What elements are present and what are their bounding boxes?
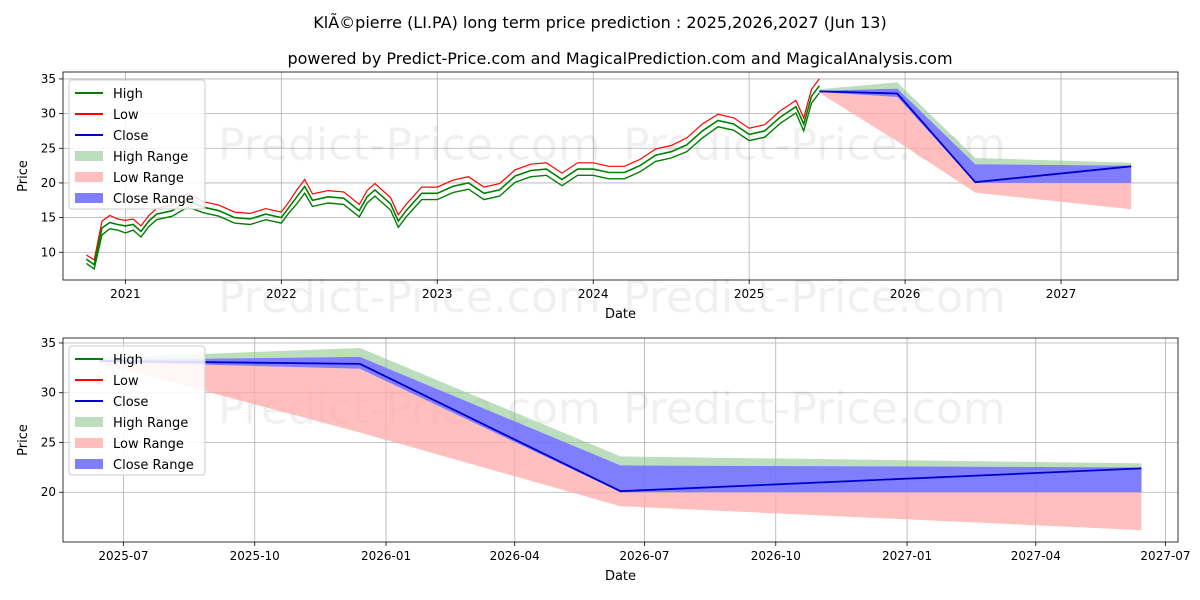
legend-swatch xyxy=(75,193,103,203)
watermark-text: Predict-Price.com xyxy=(623,384,1006,435)
low-range-band xyxy=(819,92,1132,210)
legend-label: Close xyxy=(113,129,148,144)
chart-legend: High Low Close High Range Low Range Close Ran… xyxy=(68,79,206,210)
y-tick-label: 25 xyxy=(41,141,56,155)
chart-panel-1: Predict-Price.com Predict-Price.com Predic… xyxy=(16,71,1179,323)
x-tick-label: 2024 xyxy=(578,287,609,301)
legend-label: High xyxy=(113,87,143,102)
close-forecast-line xyxy=(819,90,1132,184)
x-tick-label: 2022 xyxy=(266,287,297,301)
chart-subtitle: powered by Predict-Price.com and Magical… xyxy=(287,49,952,68)
x-tick-label: 2025-10 xyxy=(230,549,280,563)
x-axis-label: Date xyxy=(605,307,636,322)
x-tick-label: 2025 xyxy=(734,287,765,301)
legend-label: Close xyxy=(113,395,148,410)
y-tick-label: 30 xyxy=(41,386,56,400)
plot-frame xyxy=(62,337,1179,543)
legend-label: Low xyxy=(113,108,139,123)
legend-swatch xyxy=(75,459,103,469)
legend-label: Low Range xyxy=(113,171,184,186)
y-tick-label: 35 xyxy=(41,336,56,350)
legend-label: Low Range xyxy=(113,437,184,452)
x-tick-label: 2026-04 xyxy=(490,549,540,563)
x-tick-label: 2026-07 xyxy=(619,549,669,563)
y-axis-label: Price xyxy=(16,160,31,192)
x-tick-label: 2026 xyxy=(890,287,921,301)
chart-title: KlÃ©pierre (LI.PA) long term price predi… xyxy=(313,13,886,32)
watermark-text: Predict-Price.com xyxy=(623,272,1006,323)
close-range-band xyxy=(819,88,1132,183)
y-tick-label: 20 xyxy=(41,176,56,190)
x-tick-label: 2027-07 xyxy=(1140,549,1190,563)
legend-label: High xyxy=(113,353,143,368)
legend-label: Low xyxy=(113,374,139,389)
x-tick-label: 2027 xyxy=(1046,287,1077,301)
legend-swatch xyxy=(75,438,103,448)
y-tick-label: 15 xyxy=(41,211,56,225)
legend-label: High Range xyxy=(113,150,188,165)
x-axis-label: Date xyxy=(605,569,636,584)
x-tick-label: 2021 xyxy=(110,287,141,301)
chart-panel-2: Predict-Price.comPredict-Price.com2025-0… xyxy=(16,336,1191,584)
legend-swatch xyxy=(75,151,103,161)
low-range-band xyxy=(99,361,1142,531)
x-tick-label: 2025-07 xyxy=(98,549,148,563)
y-tick-label: 10 xyxy=(41,245,56,259)
close-range-band xyxy=(99,356,1142,493)
close-forecast-line xyxy=(99,360,1142,493)
legend-swatch xyxy=(75,417,103,427)
x-tick-label: 2026-10 xyxy=(751,549,801,563)
y-tick-label: 35 xyxy=(41,72,56,86)
y-axis-label: Price xyxy=(16,424,31,456)
plot-frame xyxy=(62,71,1179,281)
low-history-line xyxy=(85,92,820,271)
y-tick-label: 25 xyxy=(41,435,56,449)
chart-legend: High Low Close High Range Low Range Close Ran… xyxy=(68,345,206,476)
x-tick-label: 2027-01 xyxy=(882,549,932,563)
x-tick-label: 2026-01 xyxy=(361,549,411,563)
y-tick-label: 30 xyxy=(41,107,56,121)
legend-label: Close Range xyxy=(113,192,194,207)
legend-label: Close Range xyxy=(113,458,194,473)
legend-label: High Range xyxy=(113,416,188,431)
x-tick-label: 2027-04 xyxy=(1011,549,1061,563)
close-history-line xyxy=(85,85,820,267)
watermark-text: Predict-Price.com xyxy=(218,119,601,170)
x-tick-label: 2023 xyxy=(422,287,453,301)
y-tick-label: 20 xyxy=(41,485,56,499)
legend-swatch xyxy=(75,172,103,182)
watermark-text: Predict-Price.com xyxy=(218,272,601,323)
